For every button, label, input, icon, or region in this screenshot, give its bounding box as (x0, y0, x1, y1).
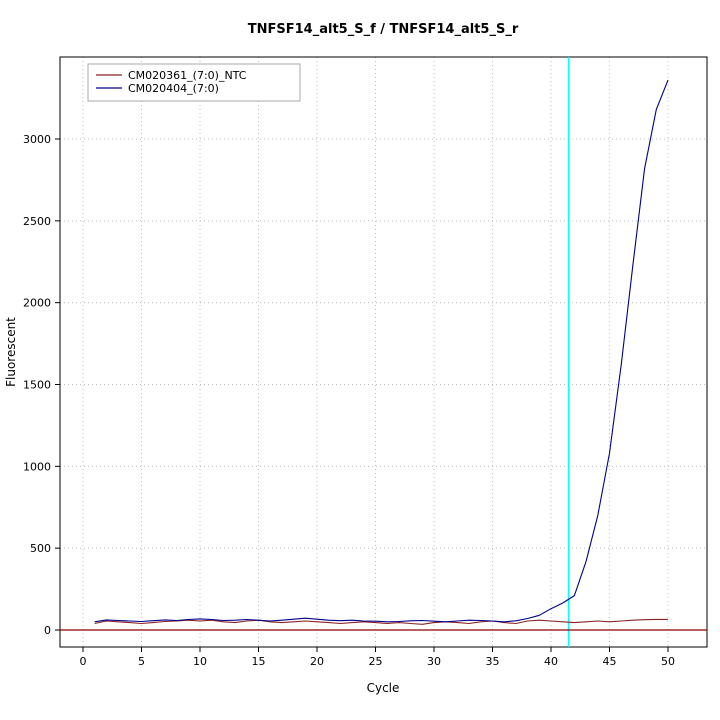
y-tick-label: 0 (44, 624, 51, 637)
y-tick-label: 3000 (23, 133, 51, 146)
reference-lines (60, 57, 707, 647)
y-tick-label: 1500 (23, 379, 51, 392)
y-tick-label: 500 (30, 542, 51, 555)
x-axis-label: Cycle (367, 681, 400, 695)
series-line (94, 618, 668, 625)
x-tick-label: 15 (252, 655, 266, 668)
axes: 0 5 10 15 20 25 30 35 40 45 5005001000150020002500… (23, 56, 708, 668)
y-tick-label: 2000 (23, 297, 51, 310)
x-tick-label: 40 (544, 655, 558, 668)
x-tick-label: 35 (486, 655, 500, 668)
series-line (94, 79, 669, 623)
legend-box (87, 63, 301, 102)
legend-label: CM020361_(7:0)_NTC (128, 69, 247, 82)
x-tick-label: 20 (310, 655, 324, 668)
x-tick-label: 25 (369, 655, 383, 668)
y-axis-label: Fluorescent (4, 317, 18, 387)
grid-lines (60, 57, 707, 647)
x-tick-label: 5 (138, 655, 145, 668)
x-tick-label: 50 (661, 655, 675, 668)
x-tick-label: 0 (80, 655, 87, 668)
x-tick-label: 10 (193, 655, 207, 668)
y-tick-label: 2500 (23, 215, 51, 228)
data-series (94, 79, 669, 625)
plot-border (59, 56, 708, 648)
x-tick-label: 45 (603, 655, 617, 668)
legend-label: CM020404_(7:0) (128, 82, 219, 95)
y-tick-label: 1000 (23, 460, 51, 473)
x-tick-label: 30 (427, 655, 441, 668)
chart-title: TNFSF14_alt5_S_f / TNFSF14_alt5_S_r (248, 22, 519, 37)
